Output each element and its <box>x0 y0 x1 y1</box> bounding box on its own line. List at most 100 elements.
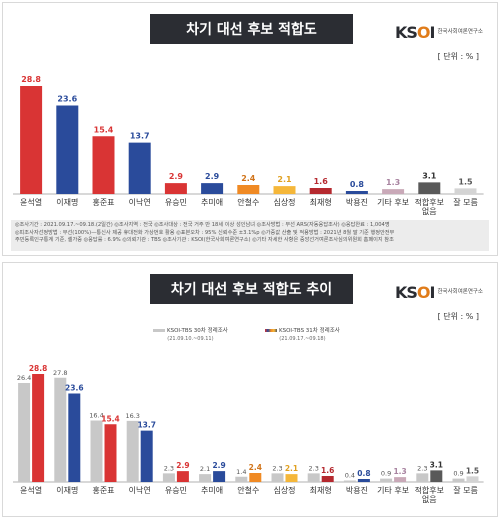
bar-series-30 <box>343 480 356 482</box>
data-label-31: 23.6 <box>65 384 84 393</box>
category-label: 이재명 <box>56 485 78 495</box>
logo-mark: KSOI <box>394 23 435 42</box>
legend-item-31: KSOI-TBS 31차 정례조사 (21.09.17.~09.18) <box>265 326 340 342</box>
bar <box>273 186 296 194</box>
bar-series-31 <box>176 471 189 482</box>
category-label: 없음 <box>422 495 437 504</box>
survey-note-line: 주민등록인구통계 기준, 셀가중 ◎응답률 : 6.9% ◎의뢰기관 : TBS… <box>15 237 394 243</box>
data-label-30: 26.4 <box>17 374 31 382</box>
chart-title-1: 차기 대선 후보 적합도 <box>150 14 353 44</box>
bar-series-30 <box>380 478 393 482</box>
bar-series-30 <box>162 473 175 482</box>
data-label-30: 27.8 <box>53 369 67 377</box>
bar-series-31 <box>321 476 334 482</box>
category-label: 이낙연 <box>129 197 151 207</box>
unit-label-2: [ 단위 : % ] <box>437 312 479 321</box>
bar-chart-2: 26.428.8 27.823.616.415.4 16.313.72.3 2.9 2.… <box>13 364 484 504</box>
data-label: 0.8 <box>350 180 365 189</box>
chart-panel-1: 차기 대선 후보 적합도 KSOI 한국사회여론연구소 [ 단위 : % ] 2… <box>2 2 498 256</box>
bar-series-30 <box>90 420 103 482</box>
bar-series-31 <box>249 473 262 482</box>
bar-series-31 <box>357 479 370 482</box>
data-label-31: 2.4 <box>249 463 262 472</box>
category-label: 최재형 <box>310 485 332 495</box>
data-label-31: 1.5 <box>466 466 479 475</box>
data-label: 1.3 <box>386 178 400 187</box>
data-label-30: 0.4 <box>345 472 355 480</box>
category-label: 기타 후보 <box>377 198 409 207</box>
data-label: 23.6 <box>57 95 77 104</box>
survey-note-line: ◎조사기간 : 2021.09.17.~09.18.(2일간) ◎조사지역 : … <box>15 222 390 228</box>
data-label-31: 13.7 <box>137 421 156 430</box>
bar <box>201 183 224 194</box>
data-label-30: 0.9 <box>381 470 391 478</box>
ksoi-logo-2: KSOI 한국사회여론연구소 <box>395 283 483 302</box>
bar <box>418 182 441 194</box>
legend-item-30: KSOI-TBS 30차 정례조사 (21.09.10.~09.11) <box>153 326 228 342</box>
data-label-31: 0.8 <box>357 469 370 478</box>
bar-series-30 <box>452 478 465 482</box>
ksoi-logo-1: KSOI 한국사회여론연구소 <box>395 23 483 42</box>
bar-series-31 <box>68 393 81 482</box>
data-label-31: 28.8 <box>29 364 48 373</box>
category-label: 없음 <box>422 207 437 216</box>
category-label: 최재형 <box>310 197 332 207</box>
bar-series-30 <box>54 377 67 482</box>
category-label: 추미애 <box>201 486 223 495</box>
bar-series-31 <box>430 470 443 482</box>
data-label-31: 2.9 <box>176 461 189 470</box>
unit-label-1: [ 단위 : % ] <box>437 52 479 61</box>
bar <box>454 188 477 194</box>
bar-series-30 <box>307 473 320 482</box>
survey-note-line: ◎피조사자선정방법 : 무선(100%)—통신사 제공 휴대전화 가상번호 활용… <box>15 229 395 236</box>
bar <box>345 191 368 194</box>
bar <box>20 86 43 194</box>
bar-series-30 <box>199 474 212 482</box>
data-label: 28.8 <box>21 75 41 84</box>
category-label: 유승민 <box>165 197 187 207</box>
bar-chart-1: 28.8 23.6 15.4 13.7 2.9 2.9 2.4 2.1 1.6 0.8 1.3 3.1… <box>13 75 484 216</box>
data-label-31: 2.9 <box>212 461 225 470</box>
data-label: 1.5 <box>458 177 473 186</box>
category-label: 홍준표 <box>92 197 114 207</box>
category-label: 기타 후보 <box>377 486 409 495</box>
category-label: 적합후보 <box>415 197 444 207</box>
bar-series-30 <box>416 473 429 482</box>
category-label: 심상정 <box>273 197 295 207</box>
data-label-31: 1.6 <box>321 466 334 475</box>
bar-series-31 <box>285 474 298 482</box>
category-label: 안철수 <box>237 197 259 207</box>
bar <box>128 142 151 194</box>
legend-swatch <box>153 329 165 332</box>
data-label-30: 2.3 <box>164 464 174 472</box>
data-label-30: 2.1 <box>200 465 210 473</box>
data-label-31: 2.1 <box>285 464 298 473</box>
bar-series-31 <box>32 374 45 482</box>
bar <box>309 188 332 194</box>
bar-series-30 <box>271 473 284 482</box>
bar-series-30 <box>235 476 248 482</box>
data-label-30: 16.4 <box>89 412 103 420</box>
category-label: 적합후보 <box>415 485 444 495</box>
category-label: 박용진 <box>346 197 368 207</box>
category-label: 유승민 <box>165 485 187 495</box>
data-label: 2.9 <box>169 172 184 181</box>
logo-subtitle: 한국사회여론연구소 <box>437 288 483 295</box>
logo-subtitle: 한국사회여론연구소 <box>437 28 483 35</box>
category-label: 잘 모름 <box>453 486 478 495</box>
data-label-30: 0.9 <box>453 470 463 478</box>
data-label-30: 16.3 <box>125 412 139 420</box>
bar-series-31 <box>140 430 153 482</box>
data-label: 13.7 <box>130 132 150 141</box>
data-label: 15.4 <box>94 125 114 134</box>
data-label: 2.9 <box>205 172 220 181</box>
bar-series-30 <box>126 420 139 482</box>
logo-mark: KSOI <box>394 283 435 302</box>
bar-series-31 <box>466 476 479 482</box>
bar <box>382 189 405 194</box>
category-label: 박용진 <box>346 485 368 495</box>
legend-swatch <box>265 329 277 332</box>
category-label: 심상정 <box>273 485 295 495</box>
survey-notes: ◎조사기간 : 2021.09.17.~09.18.(2일간) ◎조사지역 : … <box>11 220 489 251</box>
data-label-30: 2.3 <box>272 464 282 472</box>
